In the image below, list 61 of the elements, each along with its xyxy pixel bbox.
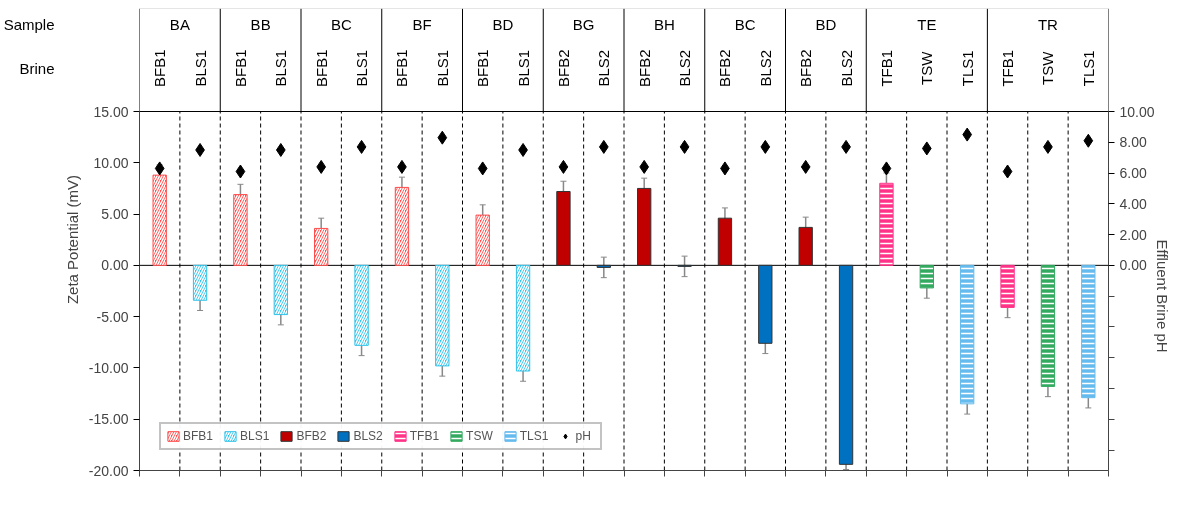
x-tick-label: TFB1 (999, 49, 1017, 87)
x-tick-label: BFB1 (312, 49, 330, 87)
x-tick-label: TFB1 (877, 49, 895, 87)
x-tick-label: BLS1 (272, 49, 290, 87)
text: BD (815, 16, 837, 34)
y2-tick-label: 6.00 (1119, 165, 1147, 182)
y-tick-label: 15.00 (93, 103, 129, 120)
x-tick-label: BFB2 (554, 49, 572, 87)
text: BH (653, 16, 675, 34)
y-tick-label: 5.00 (101, 206, 129, 223)
x-tick-label: BFB1 (474, 49, 492, 87)
x-tick-label: TSW (1039, 50, 1057, 85)
text: Sample (3, 16, 55, 34)
text: BC (734, 16, 756, 34)
y-tick-label: -10.00 (88, 359, 129, 376)
y-tick-label: -20.00 (88, 462, 129, 479)
x-tick-label: BLS2 (595, 49, 613, 87)
text: BG (572, 16, 595, 34)
y-tick-label: 0.00 (101, 257, 129, 274)
y-tick-label: -15.00 (88, 411, 129, 428)
x-tick-label: BFB2 (797, 49, 815, 87)
x-tick-label: BLS1 (191, 49, 209, 87)
y2-tick-label: 8.00 (1119, 134, 1147, 151)
text: TE (917, 16, 937, 34)
y2-tick-label: 4.00 (1119, 195, 1147, 212)
legend-label: TFB1 (409, 429, 440, 443)
x-tick-label: BLS2 (837, 49, 855, 87)
text: BC (330, 16, 352, 34)
x-tick-label: BLS1 (433, 49, 451, 87)
y2-tick-label: 0.00 (1119, 257, 1147, 274)
y-axis-title: Zeta Potential (mV) (63, 174, 81, 305)
text: BA (169, 16, 190, 34)
legend-label: BFB1 (183, 429, 214, 443)
x-tick-label: BFB2 (716, 49, 734, 87)
text: BF (412, 16, 432, 34)
x-tick-label: BLS2 (756, 49, 774, 87)
text: Brine (19, 59, 55, 77)
text: TR (1037, 16, 1059, 34)
y2-tick-label: 10.00 (1119, 103, 1155, 120)
y-tick-label: 10.00 (93, 154, 129, 171)
x-tick-label: TLS1 (958, 50, 976, 87)
legend-label: BLS1 (240, 429, 270, 443)
x-tick-label: TSW (918, 50, 936, 85)
x-tick-label: BFB1 (393, 49, 411, 87)
x-tick-label: BFB1 (231, 49, 249, 87)
x-tick-label: BFB2 (635, 49, 653, 87)
legend-label: BFB2 (296, 429, 327, 443)
x-tick-label: BLS1 (514, 49, 532, 87)
legend-label: pH (575, 429, 592, 443)
x-tick-label: TLS1 (1079, 50, 1097, 87)
legend-label: TLS1 (519, 429, 549, 443)
text: BD (492, 16, 514, 34)
y2-axis-title: Effluent Brine pH (1154, 239, 1172, 353)
text: BB (250, 16, 271, 34)
legend-label: BLS2 (353, 429, 383, 443)
x-tick-label: BFB1 (151, 49, 169, 87)
legend-label: TSW (466, 429, 493, 443)
x-tick-label: BLS1 (353, 49, 371, 87)
y-tick-label: -5.00 (96, 308, 129, 325)
x-tick-label: BLS2 (676, 49, 694, 87)
y2-tick-label: 2.00 (1119, 226, 1147, 243)
